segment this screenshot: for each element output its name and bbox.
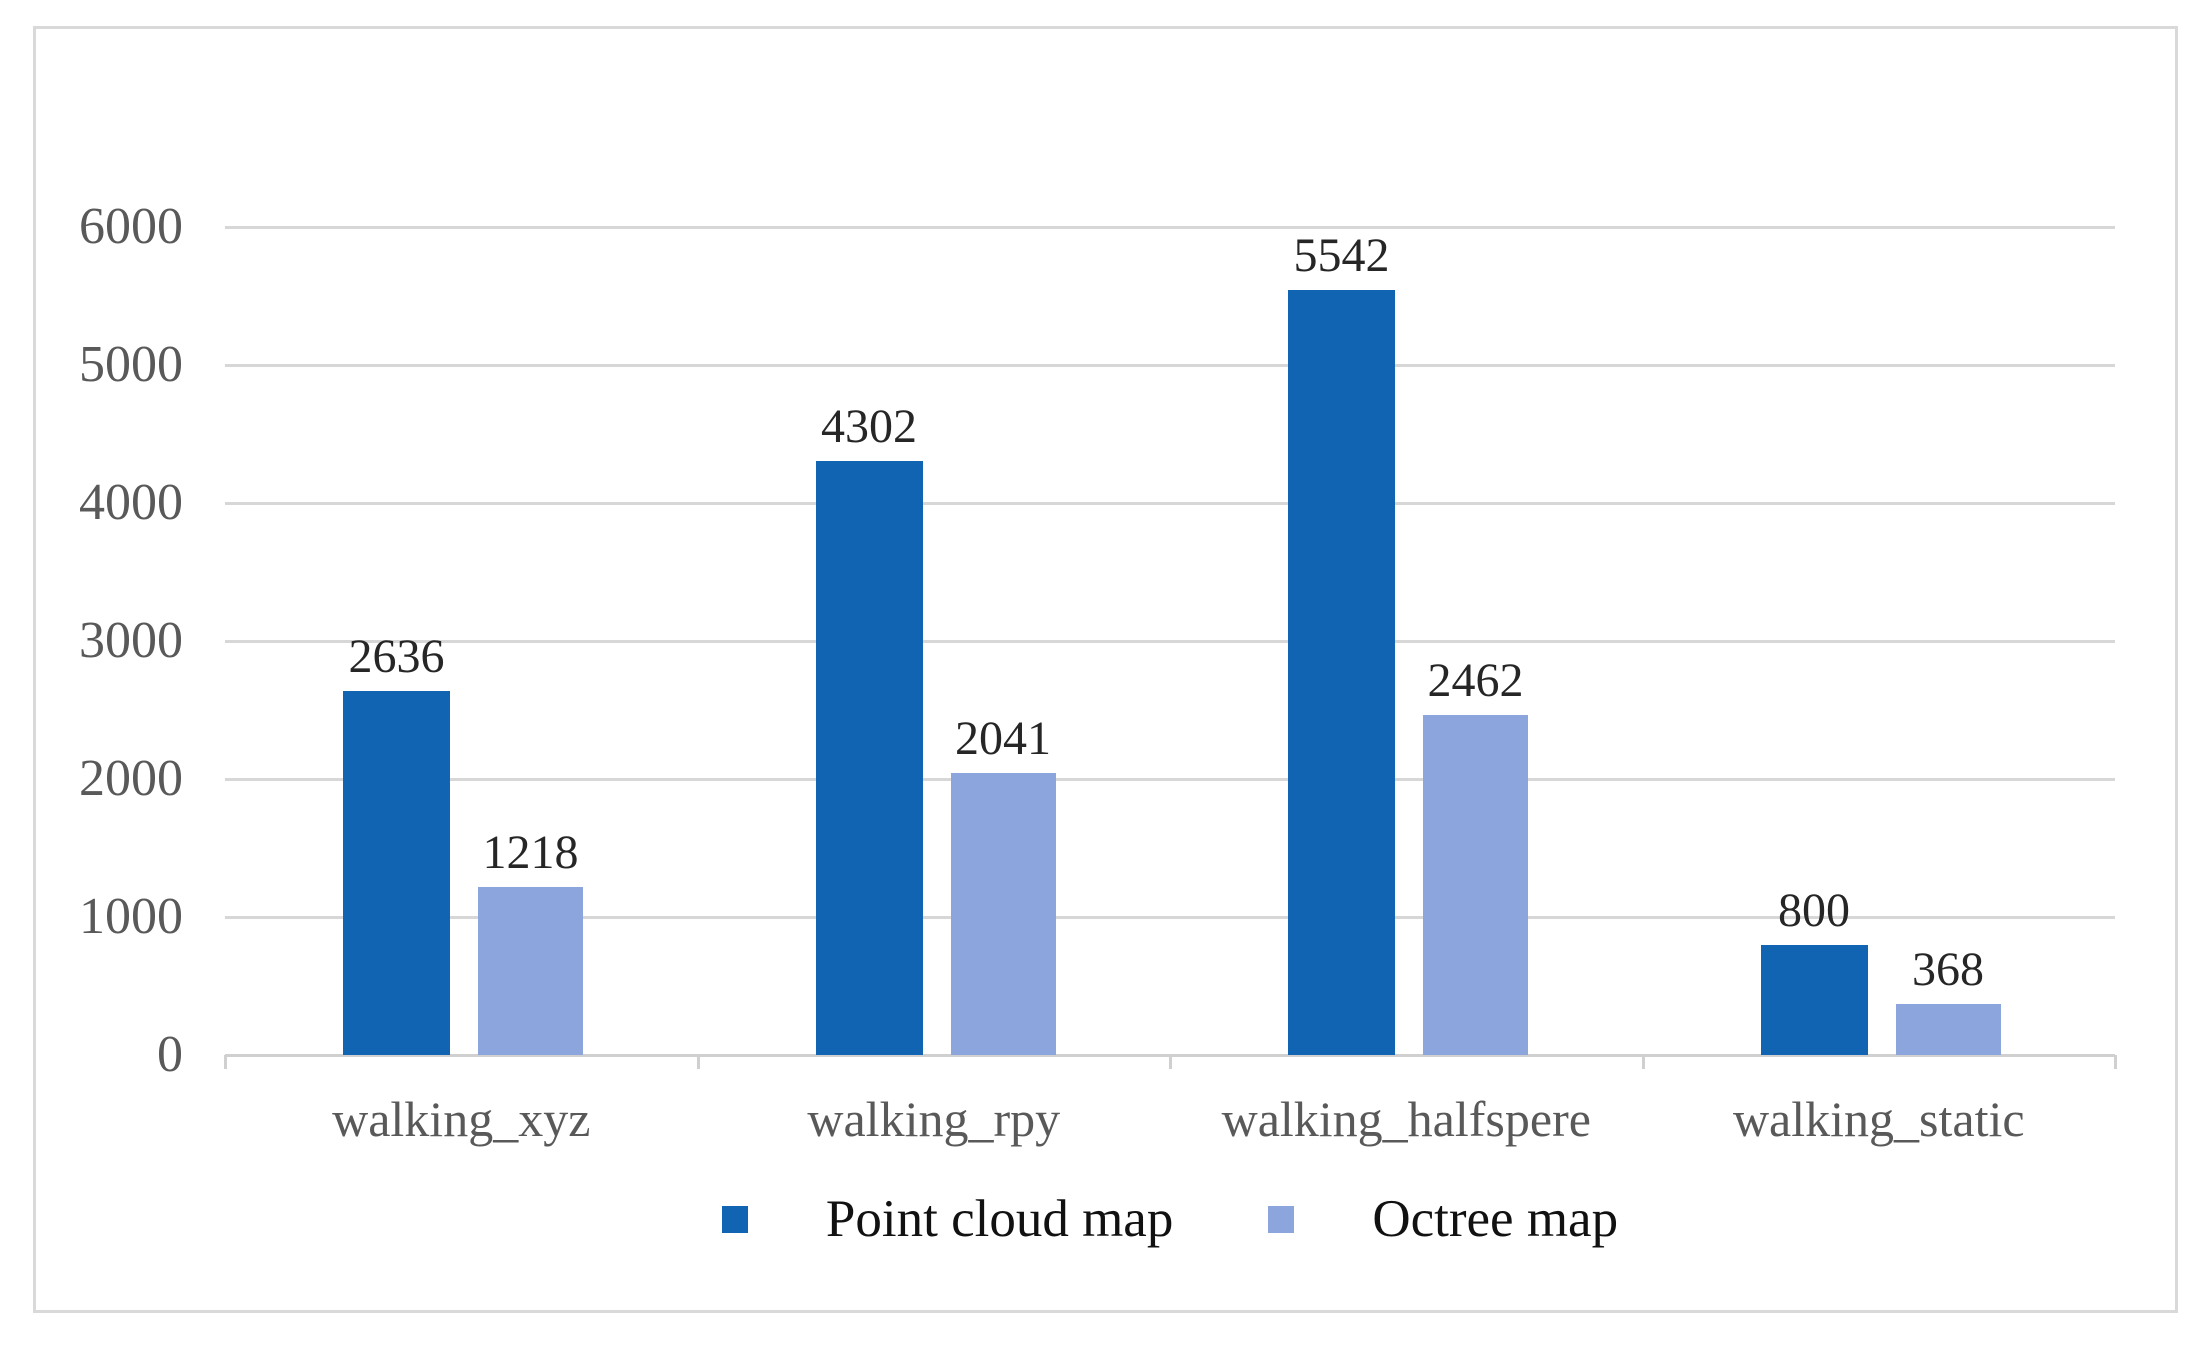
gridline-6000 [225,226,2115,229]
data-label-octree-map-walking_halfspere: 2462 [1427,654,1524,708]
category-label-walking_halfspere: walking_halfspere [1221,1091,1591,1147]
category-label-walking_xyz: walking_xyz [332,1091,591,1147]
bar-octree-map-walking_halfspere [1423,715,1528,1055]
bar-point-cloud-map-walking_static [1760,944,1868,1055]
legend-item-octree-map: Octree map [1268,1190,1618,1248]
data-label-point-cloud-map-walking_halfspere: 5542 [1293,229,1390,283]
legend: Point cloud map Octree map [225,1190,2115,1248]
y-tick-label-0: 0 [157,1026,183,1083]
y-tick-label-4000: 4000 [79,474,183,531]
chart-frame [33,26,2178,1313]
bar-point-cloud-map-walking_xyz [343,691,450,1055]
y-tick-label-6000: 6000 [79,198,183,255]
bar-octree-map-walking_xyz [478,886,583,1055]
legend-swatch-point-cloud-map-icon [721,1205,748,1233]
x-axis-tick [2114,1055,2117,1069]
bar-point-cloud-map-walking_rpy [815,461,923,1055]
legend-item-point-cloud-map: Point cloud map [721,1190,1174,1248]
gridline-3000 [225,640,2115,643]
x-axis-tick [1641,1055,1645,1069]
data-label-point-cloud-map-walking_xyz: 2636 [348,630,445,684]
data-label-octree-map-walking_xyz: 1218 [482,825,579,879]
y-tick-label-3000: 3000 [79,612,183,669]
y-tick-label-5000: 5000 [79,336,183,393]
legend-swatch-octree-map-icon [1268,1205,1295,1233]
data-label-point-cloud-map-walking_rpy: 4302 [821,400,917,454]
legend-label-octree-map: Octree map [1372,1190,1619,1248]
x-axis-tick [696,1055,700,1069]
category-label-walking_rpy: walking_rpy [807,1091,1061,1147]
bar-point-cloud-map-walking_halfspere [1288,290,1395,1055]
data-label-octree-map-walking_static: 368 [1912,943,1984,997]
data-label-octree-map-walking_rpy: 2041 [955,712,1051,766]
legend-label-point-cloud-map: Point cloud map [825,1190,1174,1248]
y-tick-label-2000: 2000 [79,750,183,807]
gridline-2000 [225,778,2115,781]
bar-octree-map-walking_rpy [950,773,1056,1055]
x-axis-tick [224,1055,227,1069]
gridline-5000 [225,364,2115,367]
y-tick-label-1000: 1000 [79,888,183,945]
x-axis-tick [1169,1055,1172,1069]
category-label-walking_static: walking_static [1732,1091,2025,1147]
data-label-point-cloud-map-walking_static: 800 [1778,883,1850,937]
gridline-4000 [225,502,2115,505]
bar-octree-map-walking_static [1895,1004,2001,1055]
gridline-1000 [225,916,2115,919]
